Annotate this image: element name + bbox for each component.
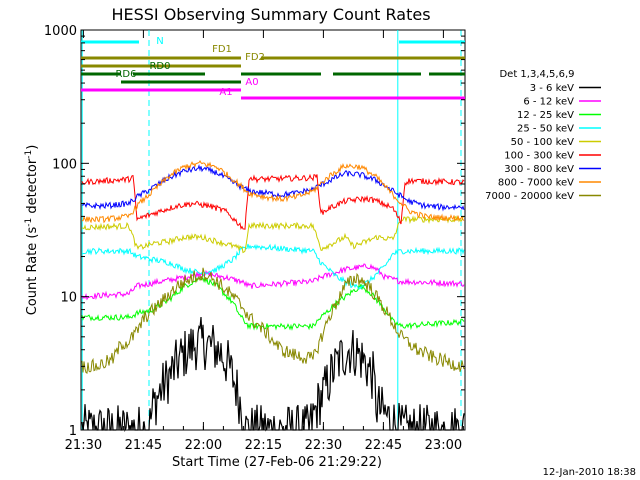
footer-timestamp: 12-Jan-2010 18:38 (543, 467, 636, 478)
state-bars: N FD1 FD2 RD0 RD6 A0 A1 (81, 36, 465, 100)
y-tick-label-2: 100 (52, 157, 77, 172)
series-line-0 (81, 316, 465, 433)
state-label-fd1: FD1 (212, 44, 232, 55)
series-line-8 (81, 267, 465, 374)
chart-title: HESSI Observing Summary Count Rates (111, 5, 430, 24)
x-axis-label: Start Time (27-Feb-06 21:29:22) (172, 455, 382, 470)
x-tick-label-3: 22:15 (245, 438, 282, 453)
y-axis-label: Count Rate (s-1 detector-1) (24, 145, 40, 316)
y-tick-label-1: 10 (60, 291, 77, 306)
series-line-5 (81, 173, 465, 230)
legend-label-0: 3 - 6 keV (530, 83, 574, 94)
state-label-rd6: RD6 (115, 69, 136, 80)
legend-title: Det 1,3,4,5,6,9 (499, 69, 574, 80)
series-line-6 (81, 164, 465, 212)
x-tick-label-2: 22:00 (185, 438, 222, 453)
state-label-a0: A0 (245, 77, 258, 88)
y-tick-label-0: 1 (69, 424, 77, 439)
state-label-rd0: RD0 (149, 61, 170, 72)
axis-ticks: 21:30 21:45 22:00 22:15 22:30 22:45 23:00 1 10 10… (44, 24, 465, 453)
y-tick-label-3: 1000 (44, 24, 77, 39)
state-label-n: N (156, 36, 163, 47)
series-line-1 (81, 263, 465, 301)
x-tick-label-1: 21:45 (125, 438, 162, 453)
legend-label-5: 100 - 300 keV (504, 151, 574, 162)
x-tick-label-5: 22:45 (365, 438, 402, 453)
series-lines (81, 160, 465, 433)
legend-label-8: 7000 - 20000 keV (485, 191, 574, 202)
series-line-7 (81, 160, 465, 224)
legend: 3 - 6 keV 6 - 12 keV 12 - 25 keV 25 - 50 ke… (485, 83, 601, 202)
legend-label-4: 50 - 100 keV (511, 137, 575, 148)
x-tick-label-4: 22:30 (305, 438, 342, 453)
x-tick-label-0: 21:30 (65, 438, 102, 453)
legend-label-7: 800 - 7000 keV (498, 178, 574, 189)
series-line-3 (81, 243, 465, 290)
legend-label-1: 6 - 12 keV (523, 97, 574, 108)
state-label-a1: A1 (219, 87, 232, 98)
legend-label-6: 300 - 800 keV (504, 164, 574, 175)
legend-label-3: 25 - 50 keV (517, 124, 574, 135)
x-tick-label-6: 23:00 (425, 438, 462, 453)
series-line-2 (81, 277, 465, 331)
state-label-fd2: FD2 (245, 52, 265, 63)
legend-label-2: 12 - 25 keV (517, 110, 574, 121)
